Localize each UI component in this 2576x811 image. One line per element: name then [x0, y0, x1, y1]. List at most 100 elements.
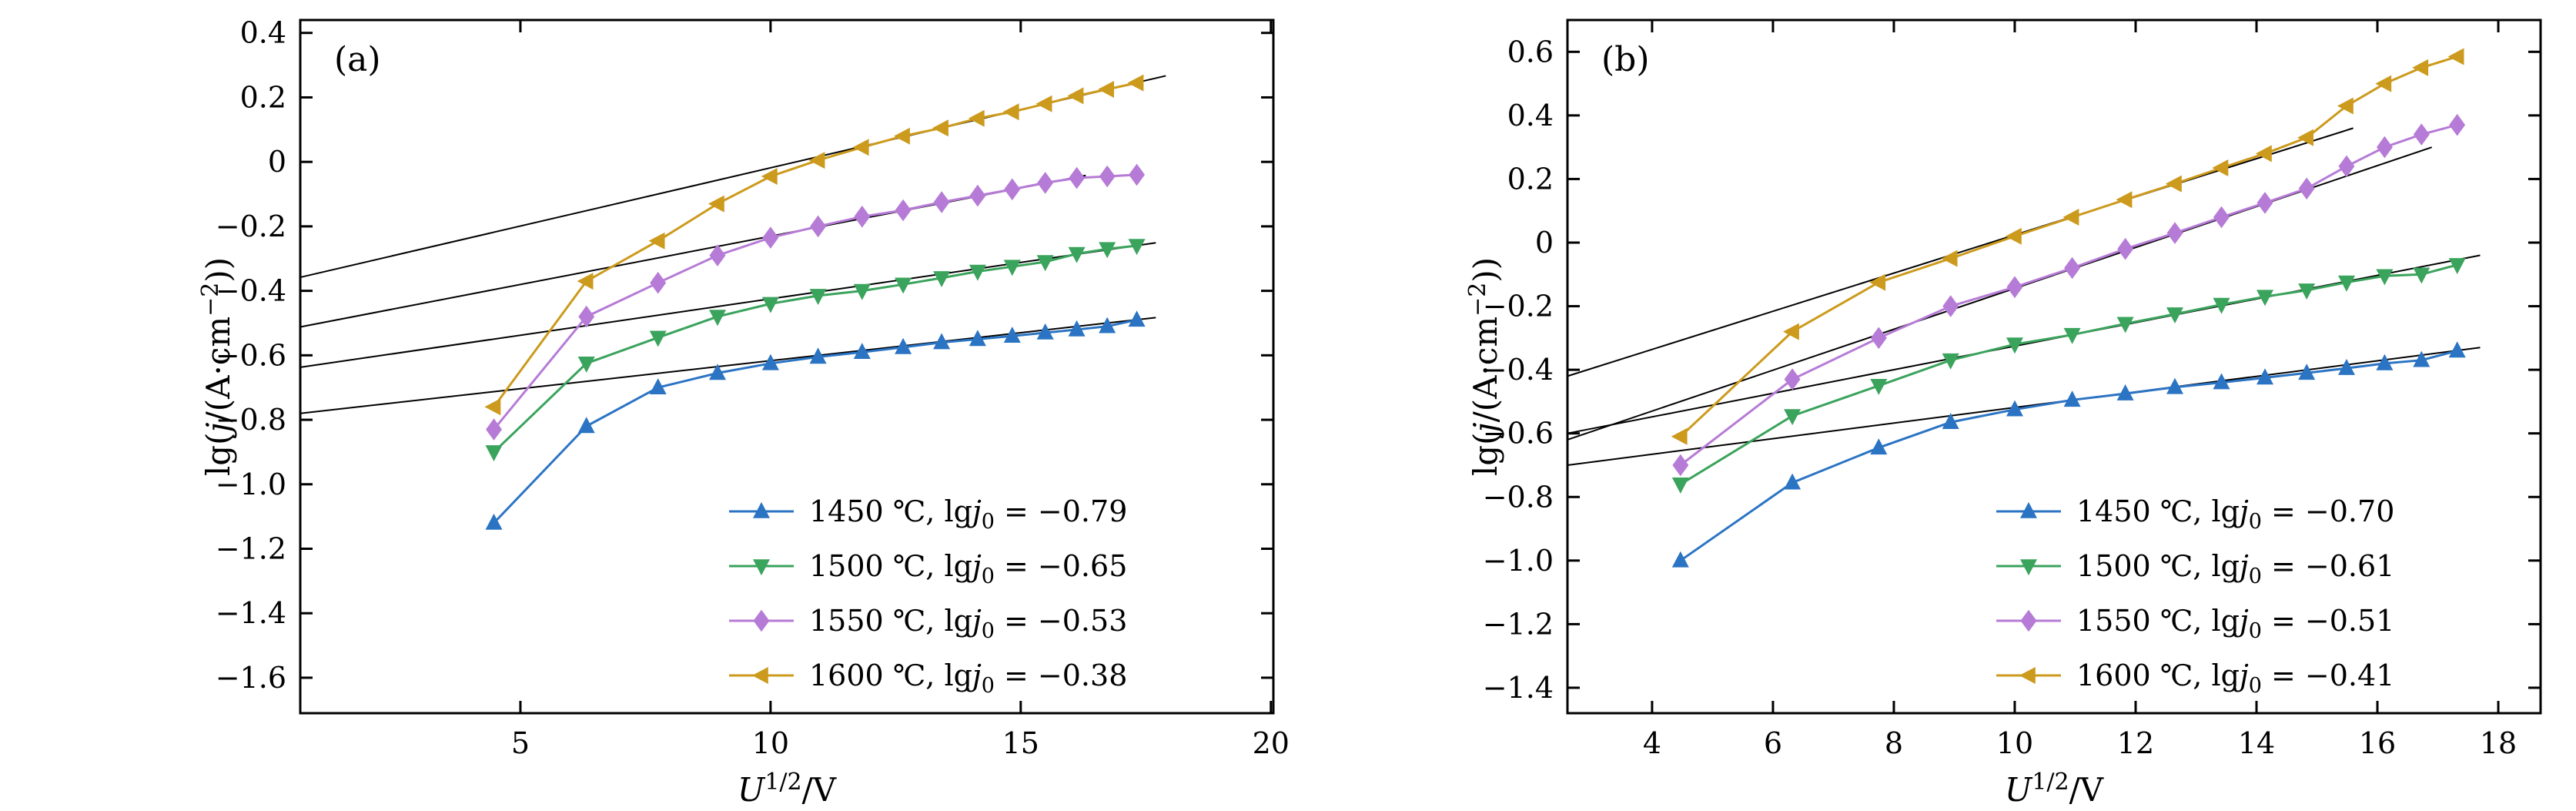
data-point-1600C: [852, 139, 869, 156]
data-point-1550C: [969, 184, 986, 207]
data-point-1550C: [854, 206, 871, 228]
chart-panel-a: 5 10 15 20 0.4 0.2 0 −0.2 −0.4 −0.6 −0.8 −1.0 −1.2 −1…: [197, 16, 1288, 809]
data-point-1500C: [1099, 242, 1116, 259]
y-tick-label: 0.4: [1507, 99, 1554, 132]
data-point-1550C: [2006, 276, 2023, 299]
data-point-1550C: [2117, 237, 2134, 260]
x-tick-label: 8: [1885, 726, 1903, 760]
data-point-1500C: [2298, 283, 2316, 300]
y-tick-label: −1.0: [1483, 544, 1554, 578]
data-point-1550C: [1069, 166, 1086, 189]
data-point-1450C: [933, 333, 951, 350]
x-tick-label: 16: [2359, 726, 2396, 760]
data-point-1450C: [485, 513, 503, 530]
data-point-1600C: [1067, 87, 1084, 105]
y-tick-label: −0.4: [216, 274, 286, 308]
y-tick-label: −1.2: [216, 532, 286, 566]
y-tick-label: −1.4: [1483, 671, 1554, 705]
data-point-1550C: [762, 226, 779, 249]
data-point-1500C: [1942, 353, 1959, 370]
data-point-1550C: [486, 418, 502, 441]
data-point-1550C: [2413, 123, 2430, 146]
x-tick-label: 18: [2480, 726, 2517, 760]
legend-label: 1500 ℃, lgj0 = −0.61: [2076, 549, 2394, 588]
fit-line: [1567, 347, 2481, 466]
data-point-1500C: [485, 445, 503, 461]
legend-marker-1450C: [753, 501, 770, 518]
legend-label: 1600 ℃, lgj0 = −0.38: [809, 659, 1127, 698]
axes-box: [1566, 18, 2542, 715]
y-axis-label: lg(j/(A·cm−2)): [197, 257, 237, 476]
data-point-1450C: [969, 330, 986, 347]
data-point-1600C: [2375, 75, 2392, 92]
data-point-1450C: [1128, 310, 1146, 327]
data-point-1600C: [1035, 95, 1052, 112]
data-point-1600C: [1098, 81, 1114, 98]
data-point-1500C: [2063, 327, 2081, 344]
data-point-1550C: [2213, 206, 2230, 229]
x-tick-label: 14: [2238, 726, 2275, 760]
data-point-1550C: [1037, 172, 1054, 194]
legend-marker-1550C: [2020, 609, 2037, 632]
data-point-1450C: [2448, 341, 2466, 358]
data-point-1550C: [2338, 155, 2355, 178]
data-point-1600C: [2412, 59, 2429, 76]
data-point-1600C: [2297, 129, 2313, 146]
x-tick-label: 4: [1643, 726, 1661, 760]
data-point-1600C: [708, 195, 724, 213]
y-tick-label: −1.0: [216, 467, 286, 501]
data-point-1600C: [932, 119, 948, 137]
data-point-1550C: [650, 271, 667, 294]
data-point-1450C: [1099, 317, 1116, 333]
data-point-1550C: [1672, 454, 1689, 477]
data-point-1500C: [853, 283, 871, 300]
y-tick-label: −1.4: [216, 596, 286, 630]
data-point-1450C: [853, 343, 871, 359]
x-tick-label: 10: [752, 726, 789, 760]
x-axis-label: U1/2/V: [738, 769, 837, 809]
data-point-1450C: [2257, 368, 2273, 385]
y-tick-label: −0.8: [1483, 480, 1554, 514]
data-point-1500C: [2257, 290, 2273, 307]
data-point-1600C: [1127, 74, 1144, 92]
data-point-1500C: [1671, 478, 1689, 494]
y-tick-label: 0.4: [240, 16, 286, 50]
data-point-1500C: [709, 310, 726, 327]
data-point-1600C: [2005, 227, 2022, 245]
data-point-1550C: [578, 305, 595, 328]
y-tick-label: −0.6: [1483, 417, 1554, 451]
data-point-1600C: [1869, 273, 1886, 291]
data-point-1450C: [1784, 473, 1802, 490]
x-tick-label: 10: [1996, 726, 2033, 760]
y-tick-label: 0.2: [240, 80, 286, 114]
legend-marker-1600C: [751, 667, 768, 684]
data-point-1600C: [1671, 427, 1688, 445]
y-tick-label: −0.6: [216, 338, 286, 372]
data-point-1450C: [1942, 413, 1959, 429]
x-axis-label: U1/2/V: [2005, 769, 2104, 809]
data-point-1600C: [1783, 323, 1799, 340]
legend-label: 1500 ℃, lgj0 = −0.65: [809, 549, 1127, 588]
data-point-1450C: [2413, 350, 2430, 367]
data-point-1500C: [2376, 269, 2394, 286]
data-point-1450C: [2376, 354, 2394, 370]
data-point-1600C: [808, 152, 825, 169]
y-tick-label: −0.2: [1483, 290, 1554, 323]
data-point-1500C: [1036, 255, 1054, 272]
data-point-1500C: [2338, 275, 2355, 292]
data-point-1550C: [1942, 295, 1959, 317]
data-point-1500C: [761, 297, 779, 313]
series-line-1450C: [493, 318, 1137, 524]
panel-tag: (b): [1601, 40, 1650, 79]
data-point-1500C: [649, 330, 667, 347]
y-tick-label: −1.6: [216, 661, 286, 695]
data-point-1600C: [2337, 97, 2354, 115]
data-point-1450C: [809, 347, 827, 364]
legend-marker-1550C: [753, 609, 770, 632]
data-point-1500C: [1870, 379, 1888, 395]
fit-line: [299, 242, 1156, 368]
legend-label: 1450 ℃, lgj0 = −0.79: [809, 494, 1127, 534]
data-point-1450C: [2338, 359, 2355, 375]
data-point-1550C: [1004, 178, 1021, 201]
y-tick-label: 0: [1535, 226, 1554, 260]
